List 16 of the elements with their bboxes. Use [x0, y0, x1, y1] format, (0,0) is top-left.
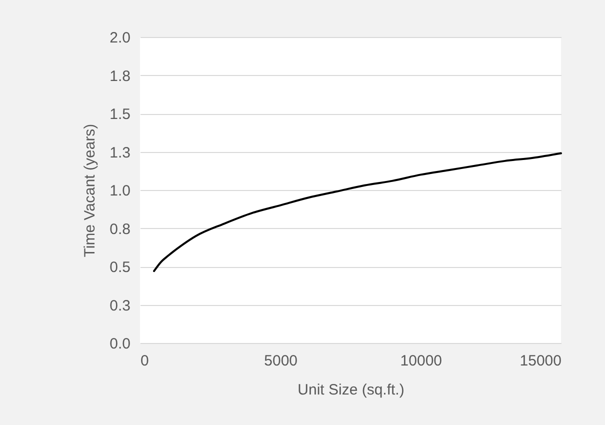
- y-tick-label: 1.3: [110, 144, 130, 162]
- y-tick-label: 1.0: [110, 182, 130, 200]
- y-tick-label: 0.0: [110, 336, 130, 352]
- line-series: [153, 152, 562, 272]
- x-axis-title: Unit Size (sq.ft.): [298, 382, 404, 398]
- y-tick-label: 1.8: [110, 68, 130, 85]
- x-tick-label: 0: [140, 352, 149, 370]
- x-tick-label: 5000: [264, 352, 298, 370]
- x-tick-label: 10000: [400, 352, 442, 370]
- x-tick-label: 15000: [520, 352, 562, 370]
- y-tick-label: 2.0: [110, 30, 130, 46]
- y-tick-label: 0.8: [110, 220, 130, 238]
- y-axis-title: Time Vacant (years): [82, 124, 99, 258]
- y-tick-label: 0.3: [110, 297, 130, 314]
- y-tick-label: 1.5: [110, 106, 130, 123]
- y-tick-label: 0.5: [110, 259, 130, 276]
